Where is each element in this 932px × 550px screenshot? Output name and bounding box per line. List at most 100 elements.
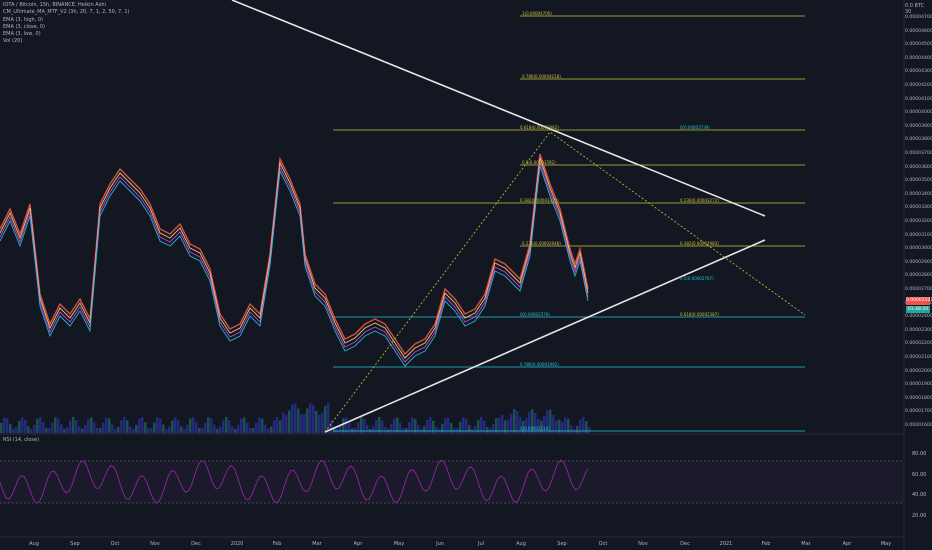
volume-bar — [174, 417, 177, 433]
volume-bar — [294, 403, 297, 433]
volume-bar — [531, 409, 534, 433]
volume-bar — [27, 426, 30, 433]
price-axis-tick: 0.00002700 — [905, 287, 932, 292]
volume-bar — [285, 414, 288, 433]
volume-bar — [261, 418, 264, 433]
time-axis-tick: Feb — [761, 541, 771, 547]
volume-bar — [423, 426, 426, 433]
volume-bar — [552, 415, 555, 433]
volume-bar — [450, 422, 453, 433]
volume-bar — [504, 420, 507, 433]
volume-bar — [315, 410, 318, 433]
volume-bar — [366, 424, 369, 433]
volume-bar — [435, 426, 438, 433]
volume-bar — [426, 419, 429, 433]
volume-bar — [12, 428, 15, 433]
indicator-legend: IOTA / Bitcoin, 15h, BINANCE, Heikin Ash… — [3, 2, 129, 46]
time-axis-tick: Aug — [29, 541, 39, 547]
price-axis-tick: 0.00002300 — [905, 327, 932, 333]
ma-line — [0, 165, 589, 367]
volume-bar — [234, 428, 237, 433]
volume-bar — [585, 421, 588, 433]
volume-bar — [459, 421, 462, 433]
countdown-badge: 01:48:20 — [906, 306, 930, 313]
volume-bar — [291, 404, 294, 433]
fib-level-label: 0.786(0.00004218) — [522, 74, 561, 79]
volume-bar — [63, 428, 66, 433]
price-axis-tick: 0.00004400 — [905, 55, 932, 61]
volume-bar — [567, 419, 570, 433]
fib-level-label: 0.236(0.00002948) — [522, 241, 561, 246]
fib-level-label: 1(0.00004700) — [522, 11, 552, 16]
volume-bar — [258, 417, 261, 433]
legend-line-5[interactable]: Vol (20) — [3, 38, 23, 45]
lower-trendline[interactable] — [324, 239, 766, 433]
price-unit-value: 30 — [905, 9, 912, 15]
volume-bar — [492, 424, 495, 433]
volume-bar — [501, 415, 504, 433]
price-axis-tick: 0.00001600 — [905, 423, 932, 428]
volume-bar — [222, 420, 225, 433]
volume-bar — [165, 428, 168, 433]
price-axis-tick: 0.00004100 — [905, 96, 932, 102]
legend-line-4[interactable]: EMA (3, low, 0) — [3, 31, 41, 38]
volume-bar — [378, 417, 381, 433]
legend-line-2[interactable]: EMA (3, high, 0) — [3, 16, 44, 23]
volume-bar — [255, 422, 258, 433]
volume-bar — [180, 426, 183, 433]
volume-bar — [408, 422, 411, 433]
volume-bar — [150, 428, 153, 433]
volume-bar — [141, 417, 144, 433]
price-axis-unit[interactable]: 0.0 BTC 30 — [905, 3, 932, 15]
volume-bar — [33, 425, 36, 433]
price-axis-tick: 0.00004700 — [905, 15, 932, 20]
volume-bar — [246, 422, 249, 433]
time-axis-tick: Oct — [110, 541, 120, 547]
volume-bar — [6, 418, 9, 433]
volume-bar — [228, 420, 231, 433]
rsi-legend[interactable]: RSI (14, close) — [3, 437, 40, 443]
volume-bar — [186, 424, 189, 433]
volume-bar — [516, 411, 519, 433]
volume-bar — [60, 424, 63, 433]
time-axis-tick: Jul — [477, 541, 485, 547]
legend-line-3[interactable]: EMA (3, close, 0) — [3, 23, 45, 30]
legend-line-1[interactable]: CM_Ultimate_MA_MTF_V2 (3h, 20, 7, 1, 2, … — [3, 9, 130, 16]
volume-bar — [117, 426, 120, 433]
volume-bar — [297, 408, 300, 433]
price-axis-tick: 0.00003100 — [905, 232, 932, 238]
price-axis-tick: 0.00003900 — [905, 123, 932, 129]
volume-bar — [513, 409, 516, 433]
volume-bar — [288, 410, 291, 433]
volume-bar — [432, 420, 435, 433]
time-axis-tick: Jun — [436, 541, 444, 547]
volume-bar — [96, 427, 99, 433]
volume-bar — [87, 418, 90, 433]
price-axis-tick: 0.00004300 — [905, 69, 932, 75]
volume-bar — [579, 419, 582, 433]
time-axis-tick: Oct — [598, 541, 608, 547]
price-axis-tick: 0.00003300 — [905, 205, 932, 211]
time-axis-tick: Sep — [557, 541, 567, 547]
volume-bar — [405, 427, 408, 433]
fib-projection-line[interactable] — [324, 131, 806, 433]
time-axis-tick: Mar — [312, 541, 322, 547]
volume-bar — [414, 418, 417, 433]
volume-bar — [558, 419, 561, 433]
volume-bar — [120, 420, 123, 433]
volume-bar — [306, 408, 309, 433]
volume-bar — [468, 425, 471, 433]
volume-bar — [444, 418, 447, 433]
volume-bar — [189, 418, 192, 433]
time-axis-tick: 2021 — [719, 541, 733, 547]
fib-level-label: 0.5(0.00003592) — [522, 160, 556, 165]
volume-bar — [330, 420, 333, 433]
fibonacci-levels[interactable] — [333, 15, 805, 432]
price-axis-tick: 0.00004200 — [905, 83, 932, 88]
legend-symbol[interactable]: IOTA / Bitcoin, 15h, BINANCE, Heikin Ash… — [3, 2, 106, 8]
volume-bar — [570, 425, 573, 433]
volume-bar — [24, 419, 27, 433]
upper-trendline[interactable] — [231, 0, 766, 217]
volume-bar — [75, 419, 78, 433]
